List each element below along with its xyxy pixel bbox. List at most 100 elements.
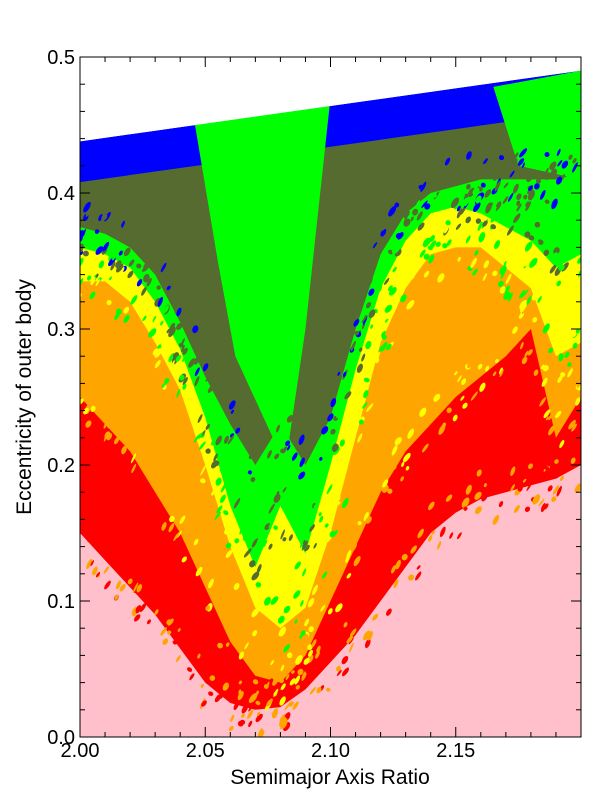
edge-speckle xyxy=(474,506,482,515)
edge-speckle xyxy=(291,452,298,461)
edge-speckle xyxy=(561,442,566,452)
edge-speckle xyxy=(233,498,241,509)
edge-speckle xyxy=(307,644,313,651)
edge-speckle xyxy=(269,678,274,684)
edge-speckle xyxy=(437,273,445,283)
edge-speckle xyxy=(310,439,314,444)
edge-speckle xyxy=(474,250,479,256)
edge-speckle xyxy=(228,725,234,732)
edge-speckle xyxy=(154,609,159,615)
edge-speckle xyxy=(125,277,133,287)
edge-speckle xyxy=(167,630,172,635)
edge-speckle xyxy=(299,457,305,468)
edge-speckle xyxy=(304,544,310,552)
edge-speckle xyxy=(224,525,232,535)
edge-speckle xyxy=(376,335,382,343)
edge-speckle xyxy=(220,482,227,493)
edge-speckle xyxy=(199,441,206,450)
x-tick-label: 2.05 xyxy=(186,740,225,762)
edge-speckle xyxy=(168,523,175,533)
edge-speckle xyxy=(205,373,212,382)
edge-speckle xyxy=(244,642,249,650)
edge-speckle xyxy=(457,375,462,383)
edge-speckle xyxy=(255,713,263,723)
edge-speckle xyxy=(259,729,265,737)
edge-speckle xyxy=(336,665,341,672)
edge-speckle xyxy=(95,273,99,278)
excluded-region xyxy=(80,57,581,142)
edge-speckle xyxy=(466,151,472,160)
edge-speckle xyxy=(98,260,105,269)
edge-speckle xyxy=(309,686,317,695)
edge-speckle xyxy=(324,523,329,528)
edge-speckle xyxy=(564,351,570,358)
edge-speckle xyxy=(169,322,176,332)
edge-speckle xyxy=(537,296,542,303)
edge-speckle xyxy=(503,291,511,300)
edge-speckle xyxy=(543,167,549,179)
edge-speckle xyxy=(492,270,498,277)
edge-speckle xyxy=(103,432,108,442)
y-tick-label: 0.4 xyxy=(47,183,75,205)
edge-speckle xyxy=(143,273,150,283)
edge-speckle xyxy=(296,655,301,663)
edge-speckle xyxy=(415,571,422,581)
edge-speckle xyxy=(181,345,185,353)
edge-speckle xyxy=(424,233,430,240)
edge-speckle xyxy=(85,529,89,534)
edge-speckle xyxy=(524,241,533,252)
edge-speckle xyxy=(392,229,399,239)
edge-speckle xyxy=(316,686,322,694)
edge-speckle xyxy=(316,645,321,653)
edge-speckle xyxy=(543,175,550,180)
edge-speckle xyxy=(567,362,572,367)
edge-speckle xyxy=(510,157,518,167)
edge-speckle xyxy=(567,368,573,378)
edge-speckle xyxy=(444,225,449,234)
edge-speckle xyxy=(436,198,441,205)
edge-speckle xyxy=(134,224,141,235)
edge-speckle xyxy=(353,318,360,327)
edge-speckle xyxy=(418,184,424,190)
edge-speckle xyxy=(263,540,268,548)
edge-speckle xyxy=(146,277,152,287)
edge-speckle xyxy=(336,408,344,419)
edge-speckle xyxy=(405,466,410,471)
edge-speckle xyxy=(169,490,174,496)
edge-speckle xyxy=(495,203,502,211)
edge-speckle xyxy=(249,560,256,568)
edge-speckle xyxy=(389,286,397,296)
edge-speckle xyxy=(513,213,521,224)
edge-speckle xyxy=(114,311,121,321)
edge-speckle xyxy=(90,405,96,412)
edge-speckle xyxy=(242,512,248,524)
edge-speckle xyxy=(478,230,483,237)
edge-speckle xyxy=(378,575,387,584)
edge-speckle xyxy=(575,397,581,406)
edge-speckle xyxy=(256,711,261,717)
edge-speckle xyxy=(369,364,374,369)
edge-speckle xyxy=(402,452,411,463)
edge-speckle xyxy=(371,352,380,362)
edge-speckle xyxy=(387,488,393,494)
edge-speckle xyxy=(80,257,84,267)
edge-speckle xyxy=(423,270,430,278)
edge-speckle xyxy=(406,272,411,279)
edge-speckle xyxy=(384,310,392,320)
edge-speckle xyxy=(517,158,525,166)
edge-speckle xyxy=(298,434,305,445)
edge-speckle xyxy=(512,251,520,261)
edge-speckle xyxy=(557,159,563,167)
edge-speckle xyxy=(571,446,580,456)
contour-bands xyxy=(80,57,581,737)
edge-speckle xyxy=(379,345,384,352)
edge-speckle xyxy=(470,257,477,269)
edge-speckle xyxy=(556,485,562,497)
edge-speckle xyxy=(138,228,145,238)
edge-speckle xyxy=(237,691,244,701)
edge-speckle xyxy=(268,518,275,528)
edge-speckle xyxy=(194,367,200,377)
edge-speckle xyxy=(341,656,349,665)
edge-speckle xyxy=(307,598,315,608)
edge-speckle xyxy=(160,627,167,636)
